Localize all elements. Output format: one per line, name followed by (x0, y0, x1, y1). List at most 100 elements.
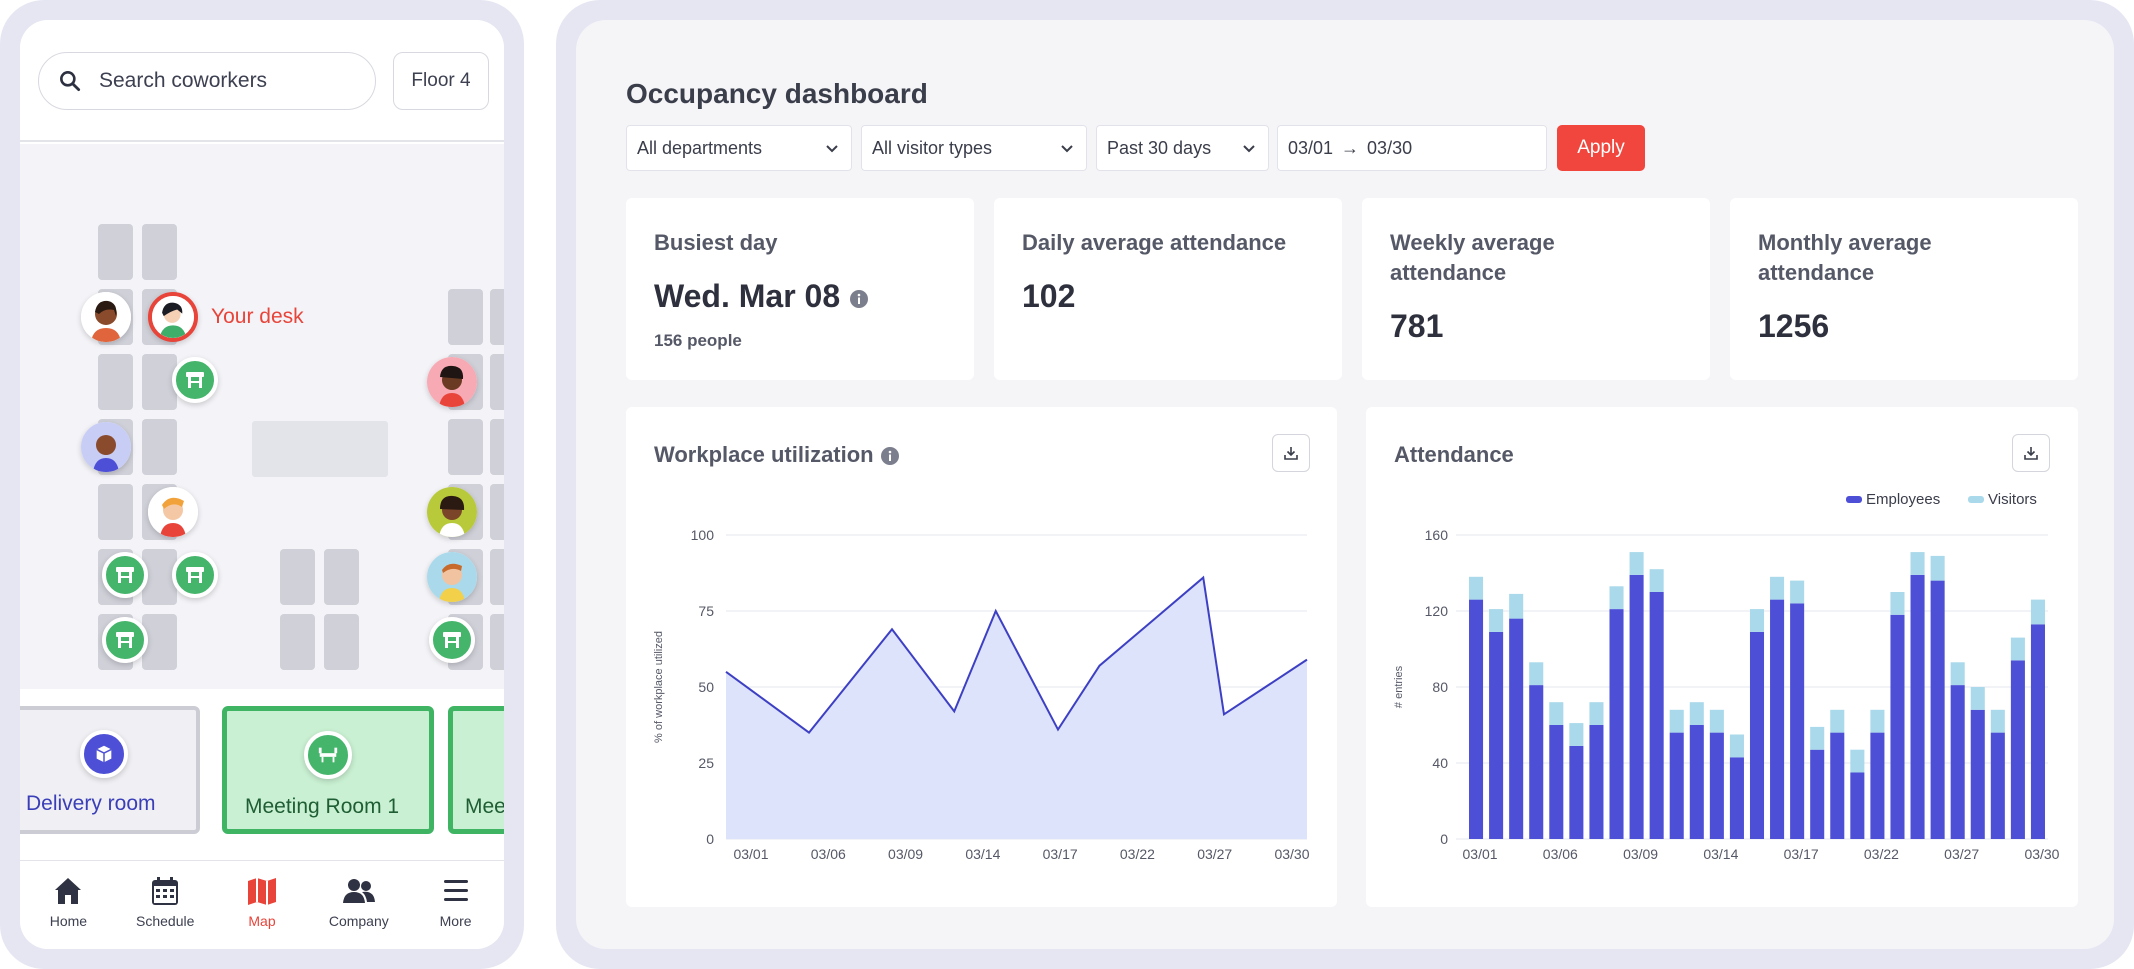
available-desk-pin[interactable] (172, 357, 218, 403)
bar-visitors (1709, 709, 1724, 733)
floor-map[interactable]: Your desk (20, 144, 504, 689)
tab-home[interactable]: Home (20, 861, 117, 949)
department-select[interactable]: All departments (626, 125, 852, 171)
tab-company-label: Company (328, 913, 389, 929)
x-tick-label: 03/27 (1197, 846, 1232, 862)
desk[interactable] (142, 354, 177, 410)
desk-icon (116, 567, 134, 583)
tab-schedule[interactable]: Schedule (117, 861, 214, 949)
department-select-value: All departments (637, 137, 763, 158)
period-select[interactable]: Past 30 days (1096, 125, 1269, 171)
desk[interactable] (490, 289, 504, 345)
bar-visitors (1770, 576, 1785, 600)
coworker-avatar[interactable] (427, 487, 477, 537)
apply-button[interactable]: Apply (1557, 125, 1645, 171)
desk[interactable] (490, 354, 504, 410)
visitor-type-select[interactable]: All visitor types (861, 125, 1087, 171)
date-range-input[interactable]: 03/01 → 03/30 (1277, 125, 1547, 171)
calendar-icon (152, 877, 179, 905)
download-button[interactable] (1272, 434, 1310, 472)
desk[interactable] (324, 614, 359, 670)
coworker-avatar[interactable] (427, 552, 477, 602)
bar-visitors (1870, 709, 1885, 733)
mobile-app-frame: Search coworkers Floor 4 (0, 0, 524, 969)
desk[interactable] (490, 419, 504, 475)
y-tick-label: 160 (1425, 527, 1449, 543)
available-desk-pin[interactable] (102, 617, 148, 663)
y-tick-label: 0 (1440, 831, 1448, 847)
search-coworkers-input[interactable]: Search coworkers (38, 52, 376, 110)
legend-label-employees: Employees (1866, 491, 1940, 508)
bar-employees (1669, 732, 1684, 839)
tab-map-label: Map (248, 913, 276, 929)
desk[interactable] (324, 549, 359, 605)
coworker-avatar[interactable] (81, 292, 131, 342)
desk[interactable] (280, 614, 315, 670)
desk[interactable] (142, 419, 177, 475)
available-desk-pin[interactable] (172, 552, 218, 598)
tab-more-label: More (439, 913, 472, 929)
bar-employees (1810, 749, 1825, 839)
package-icon (80, 730, 128, 778)
utilization-title: Workplace utilization (654, 442, 874, 467)
coworker-avatar[interactable] (148, 487, 198, 537)
bar-employees (1910, 574, 1925, 839)
y-tick-label: 120 (1425, 603, 1449, 619)
y-tick-label: 100 (691, 527, 715, 543)
common-area (252, 421, 388, 477)
desk[interactable] (490, 549, 504, 605)
desk[interactable] (98, 354, 133, 410)
tab-map[interactable]: Map (214, 861, 311, 949)
kpi-monthly-average: Monthly average attendance 1256 (1730, 198, 2078, 380)
x-tick-label: 03/14 (1703, 846, 1738, 862)
meeting-room-1[interactable]: Meeting Room 1 (222, 706, 434, 834)
coworker-avatar[interactable] (81, 422, 131, 472)
download-button[interactable] (2012, 434, 2050, 472)
bar-employees (1649, 592, 1664, 839)
kpi-value: 781 (1390, 308, 1444, 344)
tab-schedule-label: Schedule (136, 913, 195, 929)
x-tick-label: 03/30 (1274, 846, 1309, 862)
bar-employees (1970, 709, 1985, 839)
y-tick-label: 75 (698, 603, 714, 619)
bar-visitors (1890, 592, 1905, 615)
desk[interactable] (142, 224, 177, 280)
available-desk-pin[interactable] (429, 617, 475, 663)
desk[interactable] (280, 549, 315, 605)
floor-selector-button[interactable]: Floor 4 (393, 52, 489, 110)
desk[interactable] (490, 484, 504, 540)
available-desk-pin[interactable] (102, 552, 148, 598)
desk[interactable] (490, 614, 504, 670)
coworker-avatar[interactable] (427, 357, 477, 407)
your-avatar[interactable] (148, 292, 198, 342)
bar-visitors (1810, 726, 1825, 750)
attendance-title: Attendance (1394, 442, 1514, 467)
card-title: Workplace utilization (654, 442, 900, 468)
kpi-value: Wed. Mar 08 (654, 278, 869, 315)
desk[interactable] (448, 419, 483, 475)
tab-company[interactable]: Company (310, 861, 407, 949)
x-tick-label: 03/22 (1120, 846, 1155, 862)
bar-employees (1529, 685, 1544, 839)
bar-visitors (1529, 662, 1544, 686)
occupancy-dashboard: Occupancy dashboard All departments All … (576, 20, 2114, 949)
x-tick-label: 03/14 (965, 846, 1000, 862)
bar-employees (1930, 580, 1945, 839)
bar-visitors (1749, 609, 1765, 632)
info-icon[interactable] (880, 446, 900, 466)
bar-employees (1950, 685, 1965, 839)
delivery-room[interactable]: Delivery room (20, 706, 200, 834)
mobile-screen: Search coworkers Floor 4 (20, 20, 504, 949)
x-tick-label: 03/06 (1543, 846, 1578, 862)
dashboard-frame: Occupancy dashboard All departments All … (556, 0, 2134, 969)
desk[interactable] (98, 224, 133, 280)
bar-employees (1509, 618, 1524, 839)
search-placeholder: Search coworkers (99, 69, 268, 92)
info-icon[interactable] (849, 289, 869, 309)
bar-visitors (1469, 576, 1484, 600)
desk[interactable] (448, 289, 483, 345)
mobile-header: Search coworkers Floor 4 (20, 20, 504, 142)
desk[interactable] (98, 484, 133, 540)
meeting-room-2[interactable]: Mee (448, 706, 504, 834)
tab-more[interactable]: More (407, 861, 504, 949)
